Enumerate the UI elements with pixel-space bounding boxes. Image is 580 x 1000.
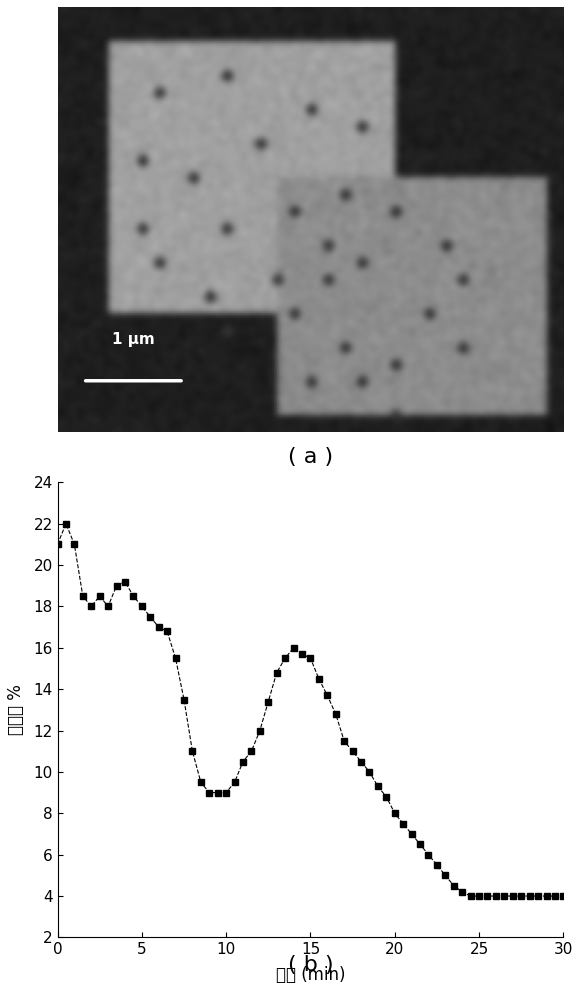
Y-axis label: 遮光度 %: 遮光度 %: [7, 684, 25, 735]
X-axis label: 时间 (min): 时间 (min): [276, 966, 345, 984]
Text: ( a ): ( a ): [288, 447, 333, 467]
Text: 1 μm: 1 μm: [112, 332, 155, 347]
Text: ( b ): ( b ): [288, 955, 334, 975]
